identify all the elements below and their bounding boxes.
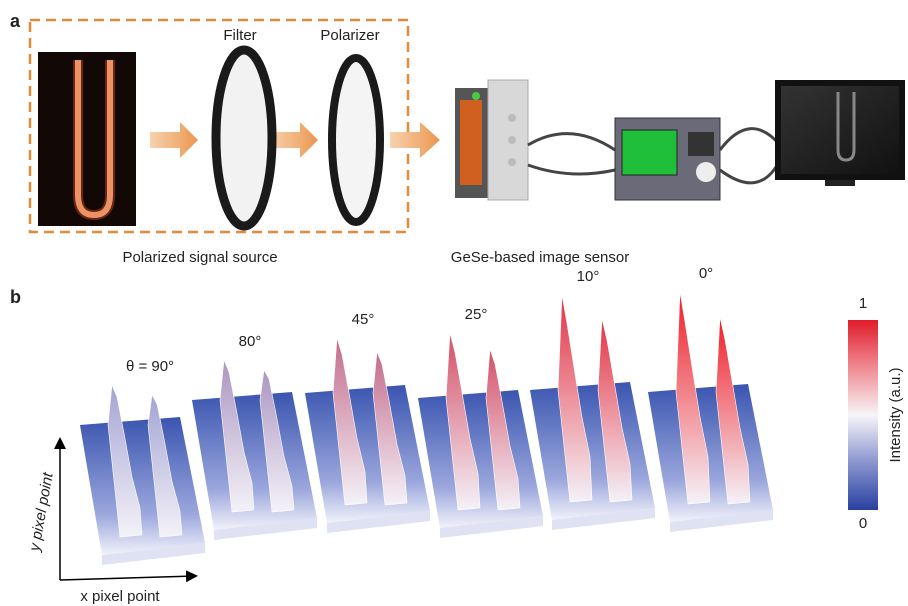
surfaces: θ = 90° 80° 45° 25° 10° 0° — [80, 265, 773, 565]
angle-label: 0° — [699, 265, 713, 282]
angle-label: 80° — [239, 333, 262, 350]
source-photo — [38, 52, 136, 226]
figure: a Filter Polarizer Polarized signal sour… — [0, 0, 908, 606]
surface-base — [305, 385, 430, 523]
source-caption: Polarized signal source — [122, 249, 277, 266]
colorbar-title: Intensity (a.u.) — [887, 367, 904, 462]
surface-base — [418, 390, 543, 528]
controller-screen — [622, 130, 677, 175]
sensor-board — [460, 100, 482, 185]
filter-label: Filter — [223, 27, 256, 44]
sensor-caption: GeSe-based image sensor — [451, 249, 629, 266]
filter — [216, 50, 272, 226]
colorbar-min: 0 — [859, 515, 867, 532]
y-axis-label: y pixel point — [26, 471, 57, 554]
colorbar-max: 1 — [859, 295, 867, 312]
arrow — [270, 122, 318, 158]
polarizer-label: Polarizer — [320, 27, 379, 44]
angle-label: 25° — [465, 306, 488, 323]
knob — [508, 136, 516, 144]
monitor-screen — [781, 86, 899, 174]
sensor-device — [455, 80, 528, 200]
monitor — [775, 80, 905, 186]
monitor-stand — [825, 180, 855, 186]
x-axis-label: x pixel point — [80, 588, 160, 605]
surface-base — [80, 417, 205, 555]
controller — [615, 118, 720, 200]
polarizer — [332, 58, 380, 222]
panel-label: b — [10, 287, 21, 307]
angle-label: θ = 90° — [126, 358, 174, 375]
arrows — [150, 122, 440, 158]
keypad — [688, 132, 714, 156]
controller-dial — [696, 162, 716, 182]
panel-label: a — [10, 11, 21, 31]
arrow — [150, 122, 198, 158]
surface-base — [648, 384, 773, 522]
surface-base — [192, 392, 317, 530]
angle-label: 45° — [352, 311, 375, 328]
led — [472, 92, 480, 100]
surface-base — [530, 382, 655, 520]
arrow — [390, 122, 440, 158]
x-arrow — [60, 576, 195, 580]
knob — [508, 114, 516, 122]
angle-label: 10° — [577, 268, 600, 285]
colorbar — [848, 320, 878, 510]
knob — [508, 158, 516, 166]
